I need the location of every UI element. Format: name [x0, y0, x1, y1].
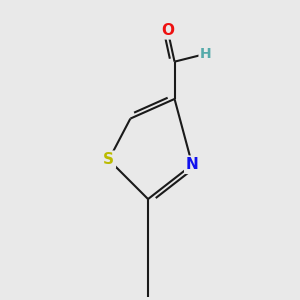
- Text: H: H: [200, 47, 212, 61]
- Text: S: S: [103, 152, 114, 167]
- Text: O: O: [161, 23, 174, 38]
- Text: N: N: [186, 157, 199, 172]
